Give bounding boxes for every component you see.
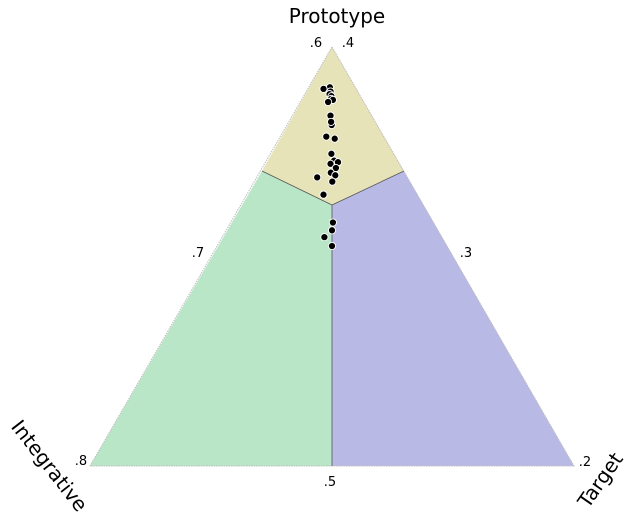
data-point bbox=[319, 84, 328, 93]
data-point bbox=[327, 149, 336, 158]
data-point bbox=[324, 97, 333, 107]
data-point bbox=[319, 190, 328, 199]
data-point bbox=[327, 226, 337, 235]
tick-label: .5 bbox=[324, 475, 336, 490]
data-point bbox=[327, 241, 337, 251]
data-point bbox=[328, 218, 337, 227]
data-point bbox=[322, 132, 331, 141]
tick-label: .8 bbox=[75, 454, 87, 469]
data-point bbox=[328, 177, 337, 186]
data-point bbox=[327, 117, 336, 126]
region-target bbox=[332, 171, 574, 466]
region-divider bbox=[331, 170, 405, 206]
tick-label: .3 bbox=[460, 246, 472, 261]
region-integrative bbox=[90, 171, 332, 466]
data-points bbox=[313, 83, 343, 251]
data-point bbox=[330, 134, 339, 143]
data-point bbox=[320, 233, 329, 242]
chart-regions bbox=[90, 47, 574, 466]
region-divider bbox=[261, 170, 333, 206]
data-point bbox=[313, 173, 322, 182]
vertex-label-prototype: Prototype bbox=[289, 4, 385, 28]
tick-label: .4 bbox=[342, 36, 354, 51]
tick-label: .7 bbox=[192, 246, 204, 261]
tick-label: .6 bbox=[310, 36, 322, 51]
tick-label: .2 bbox=[579, 455, 591, 470]
data-point bbox=[326, 159, 335, 168]
